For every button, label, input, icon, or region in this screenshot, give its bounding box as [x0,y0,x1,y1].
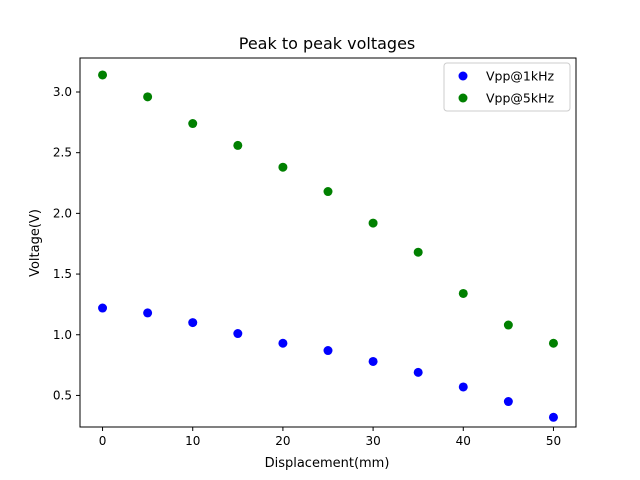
data-points [98,70,558,422]
x-tick-label: 40 [456,434,471,448]
x-axis-label: Displacement(mm) [265,456,390,471]
legend: Vpp@1kHz Vpp@5kHz [443,62,571,112]
data-point-series-1 [143,308,153,318]
data-point-series-2 [548,338,558,348]
y-tick-label: 2.5 [53,146,72,160]
legend-box [443,62,571,112]
data-point-series-1 [413,367,423,377]
data-point-series-2 [368,218,378,228]
data-point-series-1 [233,329,243,339]
data-point-series-2 [413,247,423,257]
chart-title: Peak to peak voltages [239,34,416,53]
x-tick-label: 30 [365,434,380,448]
y-tick-label: 3.0 [53,85,72,99]
data-point-series-1 [548,412,558,422]
data-point-series-2 [323,187,333,197]
x-tick-label: 50 [546,434,561,448]
x-tick-label: 10 [185,434,200,448]
x-tick-label: 0 [99,434,107,448]
data-point-series-1 [98,303,108,313]
data-point-series-1 [368,356,378,366]
data-point-series-1 [503,397,513,407]
y-axis-ticks: 0.5 1.0 1.5 2.0 2.5 3.0 [53,85,80,402]
data-point-series-2 [143,92,153,102]
data-point-series-2 [98,70,108,80]
y-tick-label: 0.5 [53,388,72,402]
y-tick-label: 1.5 [53,267,72,281]
legend-marker [458,71,468,81]
data-point-series-2 [503,320,513,330]
data-point-series-2 [188,119,198,129]
x-axis-ticks: 0 10 20 30 40 50 [99,427,561,448]
data-point-series-2 [278,162,288,172]
data-point-series-2 [458,288,468,298]
plot-area-frame [79,57,577,428]
data-point-series-1 [278,338,288,348]
legend-label: Vpp@1kHz [486,69,555,84]
data-point-series-2 [233,140,243,150]
data-point-series-1 [323,346,333,356]
data-point-series-1 [188,318,198,328]
legend-label: Vpp@5kHz [486,91,555,106]
x-tick-label: 20 [275,434,290,448]
data-point-series-1 [458,382,468,392]
y-tick-label: 2.0 [53,206,72,220]
y-axis-label: Voltage(V) [28,209,43,277]
y-tick-label: 1.0 [53,328,72,342]
legend-marker [458,93,468,103]
